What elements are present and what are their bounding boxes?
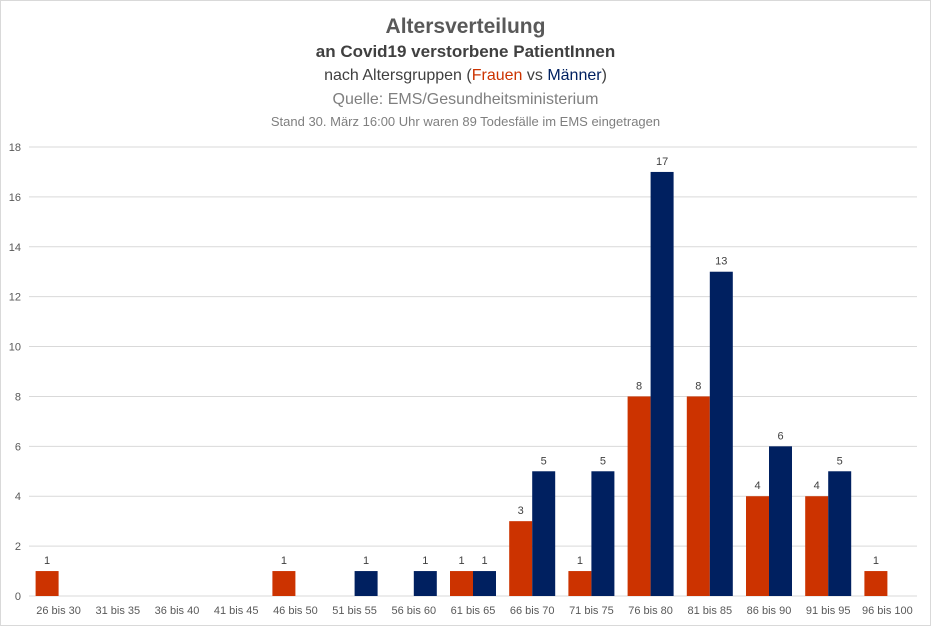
y-tick-label: 8	[15, 391, 21, 403]
data-label: 1	[422, 555, 428, 567]
data-label: 4	[754, 480, 760, 492]
data-label: 1	[363, 555, 369, 567]
data-label: 8	[695, 380, 701, 392]
bar-männer	[354, 571, 378, 596]
bar-männer	[413, 571, 437, 596]
y-tick-label: 4	[15, 491, 21, 503]
series-frauen-label: Frauen	[471, 67, 523, 84]
bar-männer	[709, 271, 733, 596]
data-label: 1	[873, 555, 879, 567]
x-tick-label: 76 bis 80	[628, 605, 673, 617]
x-tick-label: 36 bis 40	[155, 605, 200, 617]
bar-frauen	[509, 521, 533, 596]
data-label: 6	[777, 430, 783, 442]
bar-frauen	[450, 571, 473, 596]
data-label: 17	[656, 156, 668, 168]
bar-frauen	[272, 571, 296, 596]
data-label: 4	[814, 480, 820, 492]
series-description-vs: vs	[522, 67, 548, 84]
bar-männer	[650, 171, 674, 596]
data-label: 1	[281, 555, 287, 567]
bar-frauen	[627, 396, 651, 596]
y-tick-label: 10	[9, 342, 21, 354]
data-label: 1	[458, 555, 464, 567]
data-label: 5	[600, 455, 606, 467]
bar-männer	[532, 471, 556, 596]
y-tick-label: 18	[9, 142, 21, 154]
bar-frauen	[805, 496, 829, 596]
bar-frauen	[35, 571, 59, 596]
series-description-suffix: )	[601, 67, 607, 84]
bar-frauen	[568, 571, 592, 596]
chart-title: Altersverteilung	[385, 15, 546, 38]
data-label: 5	[541, 455, 547, 467]
chart-series-description: nach Altersgruppen (Frauen vs Männer)	[1, 67, 930, 85]
y-tick-label: 2	[15, 541, 21, 553]
x-tick-label: 51 bis 55	[332, 605, 377, 617]
bar-männer	[769, 446, 792, 596]
y-tick-label: 6	[15, 441, 21, 453]
x-tick-label: 71 bis 75	[569, 605, 614, 617]
bar-männer	[473, 571, 496, 596]
x-tick-label: 66 bis 70	[510, 605, 555, 617]
data-label: 8	[636, 380, 642, 392]
data-label: 1	[481, 555, 487, 567]
x-tick-label: 81 bis 85	[687, 605, 732, 617]
data-label: 1	[577, 555, 583, 567]
bar-männer	[828, 471, 852, 596]
x-tick-label: 56 bis 60	[391, 605, 436, 617]
x-tick-label: 46 bis 50	[273, 605, 318, 617]
bar-frauen	[686, 396, 710, 596]
y-tick-label: 14	[9, 242, 21, 254]
bar-frauen	[864, 571, 888, 596]
x-tick-label: 26 bis 30	[36, 605, 81, 617]
series-description-prefix: nach Altersgruppen (	[324, 67, 472, 84]
x-tick-label: 41 bis 45	[214, 605, 259, 617]
data-label: 3	[518, 505, 524, 517]
chart-source: Quelle: EMS/Gesundheitsministerium	[332, 91, 599, 108]
bar-männer	[591, 471, 615, 596]
x-tick-label: 61 bis 65	[451, 605, 496, 617]
data-label: 13	[715, 256, 727, 268]
bar-frauen	[746, 496, 769, 596]
chart-subtitle: an Covid19 verstorbene PatientInnen	[315, 42, 616, 61]
y-tick-label: 16	[9, 192, 21, 204]
y-tick-label: 0	[15, 591, 21, 603]
data-label: 1	[44, 555, 50, 567]
data-label: 5	[837, 455, 843, 467]
x-tick-label: 31 bis 35	[95, 605, 140, 617]
x-tick-label: 91 bis 95	[806, 605, 851, 617]
x-tick-label: 96 bis 100	[862, 605, 913, 617]
chart-note: Stand 30. März 16:00 Uhr waren 89 Todesf…	[270, 114, 661, 129]
x-tick-label: 86 bis 90	[747, 605, 792, 617]
series-maenner-label: Männer	[547, 67, 602, 84]
y-tick-label: 12	[9, 292, 21, 304]
